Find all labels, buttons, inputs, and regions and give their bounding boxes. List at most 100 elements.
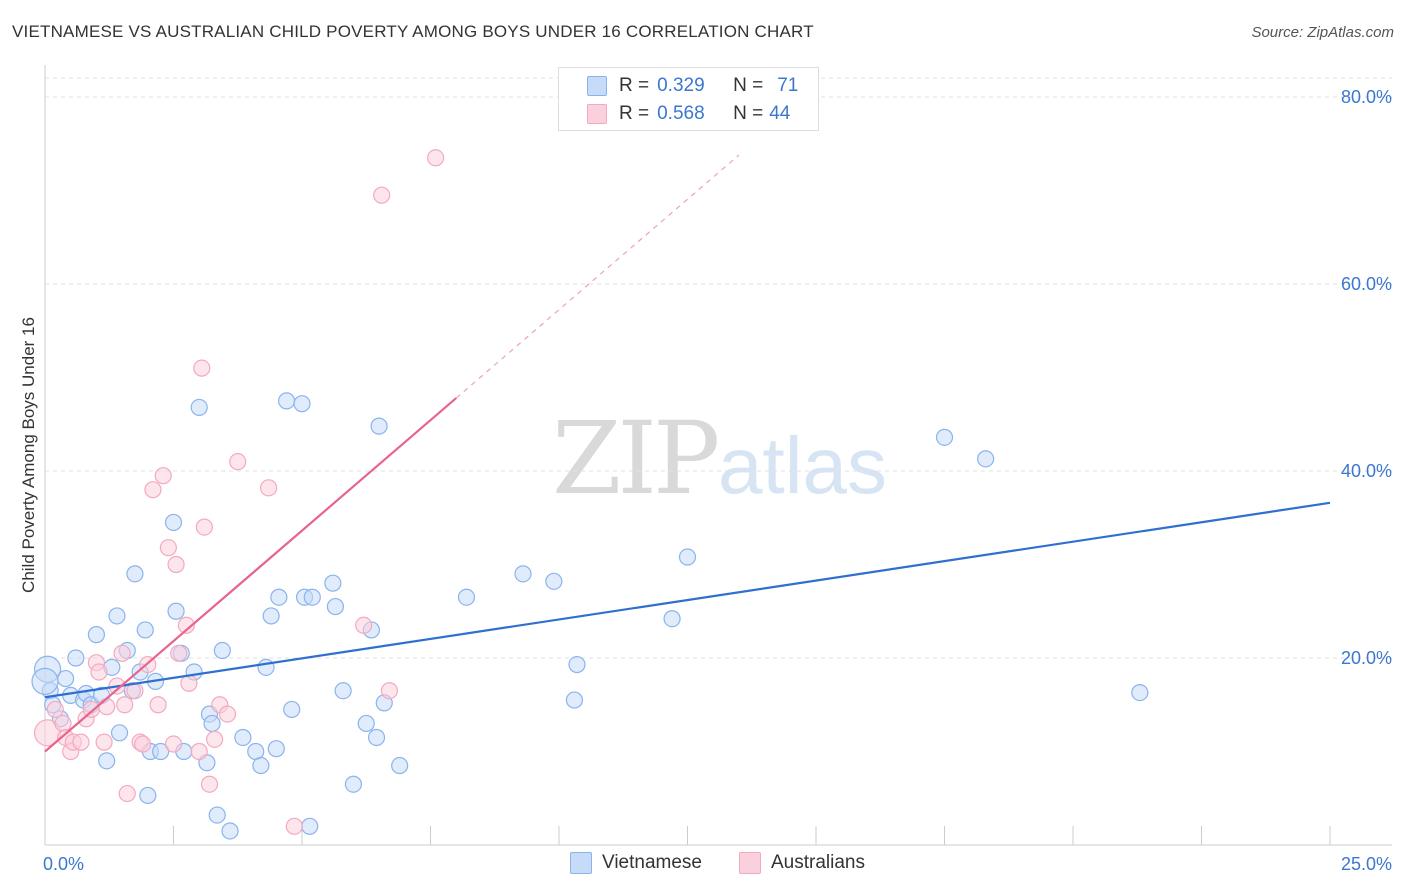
series-swatch-vietnamese [570,852,592,874]
australians-point [259,479,278,497]
series-label-australians: Australians [771,852,865,873]
vietnamese-point [391,756,409,775]
vietnamese-point [514,565,532,583]
australians-point [134,735,152,753]
australians-point [190,742,208,761]
australians-point [167,555,185,574]
vietnamese-point [678,548,697,566]
australians-point [355,616,373,634]
australians-point [170,644,188,662]
vietnamese-point [221,822,239,840]
legend-swatch-australians [587,104,607,124]
vietnamese-point [1131,683,1149,702]
vietnamese-point [87,626,106,644]
vietnamese-point [267,740,285,758]
vietnamese-point [663,610,681,628]
vietnamese-point [370,417,388,435]
australians-point [180,674,198,692]
vietnamese-point [139,786,157,805]
vietnamese-point [213,641,231,660]
australians-trend-line [44,397,457,753]
series-legend-australians: Australians [739,852,865,874]
legend-r-label: R = [619,103,650,124]
source-label: Source: ZipAtlas.com [1251,24,1394,41]
australians-point [195,518,213,536]
vietnamese-point [190,398,208,417]
australians-point [206,730,224,748]
chart-title: VIETNAMESE VS AUSTRALIAN CHILD POVERTY A… [12,22,814,41]
australians-point [229,453,247,471]
x-tick-label: 25.0% [1341,854,1392,874]
australians-point [118,784,136,803]
australians-point [218,705,237,723]
australians-point [380,682,398,700]
series-legend-vietnamese: Vietnamese [570,852,702,874]
vietnamese-point [977,450,995,468]
series-swatch-australians [739,852,761,874]
vietnamese-point [357,714,375,733]
vietnamese-point [108,607,126,625]
series-label-vietnamese: Vietnamese [602,852,702,873]
legend-r-label: R = [619,75,650,96]
australians-point [113,644,131,662]
vietnamese-point [457,588,476,606]
vietnamese-point [234,728,252,747]
australians-point [177,616,195,634]
vietnamese-point [164,513,183,532]
australians-point [54,714,72,733]
vietnamese-point [545,572,563,590]
vietnamese-point [98,752,116,770]
australians-point [95,733,113,751]
australians-point [72,733,90,751]
vietnamese-point [270,588,288,606]
legend-n-value: 44 [769,103,791,124]
australians-point [193,359,211,377]
y-tick-label: 40.0% [1341,461,1392,481]
australians-point [46,700,64,719]
y-tick-label: 60.0% [1341,274,1392,294]
vietnamese-point [262,607,280,625]
legend-swatch-vietnamese [587,76,607,96]
vietnamese-point [367,728,386,747]
vietnamese-point [568,655,586,674]
australians-trend-extension [455,154,740,399]
australians-point [116,696,134,714]
vietnamese-point [31,667,59,695]
vietnamese-point [344,775,362,793]
vietnamese-point [277,392,296,410]
y-axis-label: Child Poverty Among Boys Under 16 [19,317,38,593]
australians-point [144,481,162,499]
australians-point [149,696,167,714]
vietnamese-point [565,691,584,709]
vietnamese-point [293,395,311,413]
vietnamese-point [935,428,954,446]
vietnamese-point [203,714,221,733]
vietnamese-point [67,649,85,667]
australians-point [82,700,100,719]
legend-n-value: 71 [777,75,799,96]
legend-row-australians: R = 0.568 N = 44 [619,102,790,126]
vietnamese-point [324,574,342,592]
legend-r-value: 0.329 [657,75,705,96]
watermark-atlas: atlas [718,421,887,510]
vietnamese-point [136,621,154,639]
australians-point [373,186,391,204]
vietnamese-point [110,724,129,742]
vietnamese-point [334,682,352,700]
australians-point [200,775,219,793]
vietnamese-point [303,588,321,606]
vietnamese-trend-line [44,501,1331,699]
vietnamese-point [252,756,270,775]
legend-row-vietnamese: R = 0.329 N = 71 [619,74,798,98]
correlation-legend: R = 0.329 N = 71 R = 0.568 N = 44 [558,67,819,131]
vietnamese-point [126,565,144,583]
vietnamese-point [56,669,75,688]
australians-point [164,735,183,753]
x-tick-label: 0.0% [43,854,84,874]
vietnamese-point [152,742,170,761]
australians-point [98,698,116,716]
australians-point [90,663,108,681]
vietnamese-point [326,597,345,616]
vietnamese-point [301,817,319,835]
